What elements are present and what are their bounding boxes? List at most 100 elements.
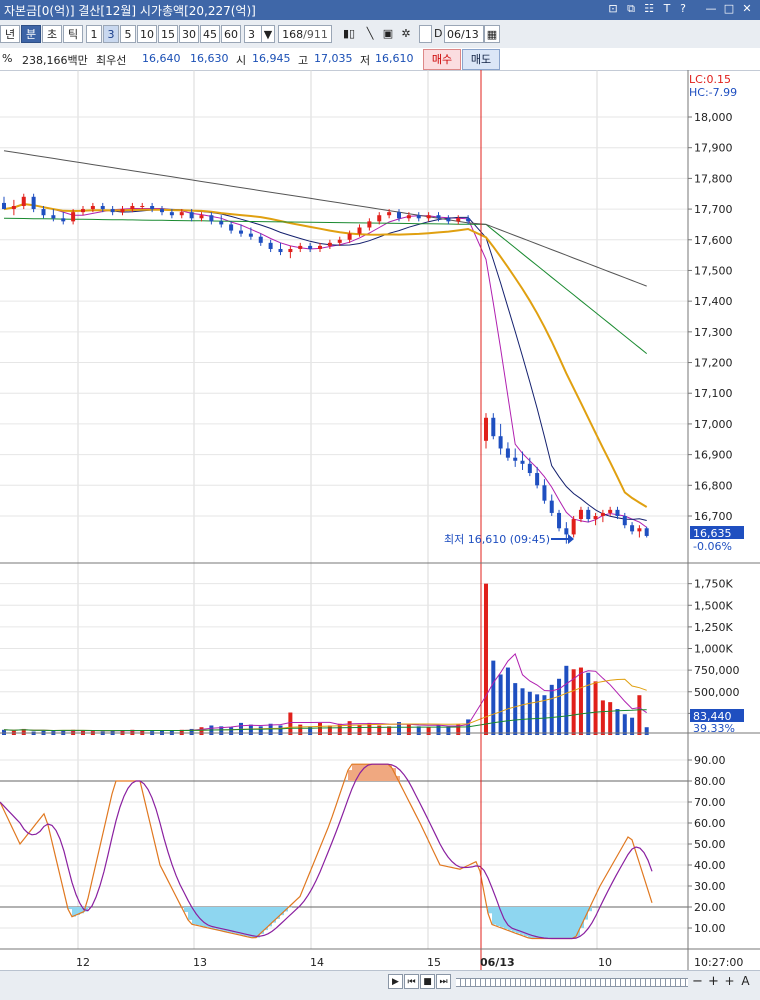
interval-60[interactable]: 60 xyxy=(221,25,241,43)
auto-icon[interactable]: A xyxy=(741,974,750,988)
price-tick-label: 17,300 xyxy=(694,326,733,339)
count-total: /911 xyxy=(303,28,328,41)
text-icon[interactable]: T xyxy=(663,2,671,15)
volume-bar xyxy=(130,729,135,735)
sell-button[interactable]: 매도 xyxy=(462,49,500,70)
interval-45[interactable]: 45 xyxy=(200,25,220,43)
stoch-oversold-fill xyxy=(584,907,588,920)
tab-tick[interactable]: 틱 xyxy=(63,25,83,43)
stoch-oversold-fill xyxy=(72,907,76,917)
stoch-oversold-fill xyxy=(560,907,564,939)
calendar-icon[interactable]: ▦ xyxy=(484,25,500,43)
interval-3[interactable]: 3 xyxy=(103,25,119,43)
minimize-icon[interactable]: — xyxy=(705,2,717,15)
candle-type-icon[interactable]: ▮▯ xyxy=(342,27,356,40)
candle-body xyxy=(466,218,471,222)
stoch-oversold-fill xyxy=(552,907,556,939)
volume-bar xyxy=(436,725,441,735)
fast-forward-icon[interactable]: ⏭ xyxy=(436,974,451,989)
save-icon[interactable]: ▣ xyxy=(382,27,394,40)
interval-5[interactable]: 5 xyxy=(120,25,136,43)
stoch-oversold-fill xyxy=(504,907,508,929)
stoch-oversold-fill xyxy=(496,907,500,927)
stoch-oversold-fill xyxy=(232,907,236,934)
price-tick-label: 17,500 xyxy=(694,264,733,277)
stoch-oversold-fill xyxy=(536,907,540,939)
stoch-oversold-fill xyxy=(572,907,576,939)
stoch-oversold-fill xyxy=(524,907,528,937)
date-checkbox[interactable] xyxy=(419,25,432,43)
volume-bar xyxy=(179,729,184,735)
x-axis-labels: 12 13 14 15 06/13 10 xyxy=(76,956,612,969)
price-tick-label: 16,800 xyxy=(694,479,733,492)
stop-icon[interactable]: ■ xyxy=(420,974,435,989)
draw-line-icon[interactable]: ╲ xyxy=(366,27,374,40)
volume-bar xyxy=(71,729,76,735)
stoch-oversold-fill xyxy=(68,907,72,910)
candle-body xyxy=(387,212,392,216)
stoch-oversold-fill xyxy=(244,907,248,937)
candle-body xyxy=(615,509,620,516)
stoch-oversold-fill xyxy=(216,907,220,930)
candle-body xyxy=(318,245,322,249)
current-volume: 83,440 xyxy=(693,710,732,723)
volume-bar xyxy=(608,702,613,735)
volume-label: % xyxy=(2,52,13,65)
stoch-tick-label: 40.00 xyxy=(694,859,726,872)
candle-body xyxy=(61,218,66,222)
copy-icon[interactable]: ⧉ xyxy=(627,2,635,15)
price-tick-label: 17,200 xyxy=(694,357,733,370)
date-input[interactable]: 06/13 xyxy=(444,25,484,43)
tab-second[interactable]: 초 xyxy=(42,25,62,43)
stoch-oversold-fill xyxy=(252,907,256,938)
candle-body xyxy=(248,233,253,237)
stoch-oversold-fill xyxy=(488,907,492,914)
interval-30[interactable]: 30 xyxy=(179,25,199,43)
stoch-overbought-fill xyxy=(352,764,356,781)
rewind-start-icon[interactable]: ⏮ xyxy=(404,974,419,989)
buy-button[interactable]: 매수 xyxy=(423,49,461,70)
close-icon[interactable]: ✕ xyxy=(742,2,752,15)
interval-15[interactable]: 15 xyxy=(158,25,178,43)
candle-body xyxy=(199,215,204,219)
scroll-slider[interactable] xyxy=(456,978,688,987)
price-tick-label: 18,000 xyxy=(694,111,733,124)
zoom-out-icon[interactable]: − xyxy=(692,974,703,989)
stock-chart[interactable]: LC:0.15 HC:-7.99 18,000 17,900 17,800 17,70… xyxy=(0,70,760,970)
candle-body xyxy=(520,460,525,464)
price-tick-label: 17,400 xyxy=(694,295,733,308)
help-icon[interactable]: ? xyxy=(680,2,686,15)
stoch-oversold-fill xyxy=(80,907,84,914)
current-change: -0.06% xyxy=(693,540,732,553)
tab-year[interactable]: 년 xyxy=(0,25,20,43)
interval-10[interactable]: 10 xyxy=(137,25,157,43)
maximize-icon[interactable]: □ xyxy=(723,2,735,15)
interval-dropdown[interactable]: ▼ xyxy=(261,25,275,43)
count-field[interactable]: 168/911 xyxy=(278,25,332,43)
candle-body xyxy=(644,528,649,536)
quote-infobar: % 238,166백만 최우선 16,640 16,630 시 16,945 고… xyxy=(0,48,760,71)
stoch-oversold-fill xyxy=(224,907,228,932)
stoch-oversold-fill xyxy=(184,907,188,913)
fit-icon[interactable]: + xyxy=(724,974,735,988)
play-icon[interactable]: ▶ xyxy=(388,974,403,989)
stoch-overbought-fill xyxy=(388,764,392,781)
best-bid-2: 16,630 xyxy=(190,52,229,65)
price-axis-ticks: 18,000 17,900 17,800 17,700 17,600 17,500 17,4… xyxy=(688,111,733,523)
gear-icon[interactable]: ✲ xyxy=(401,27,411,40)
volume-bar xyxy=(298,724,303,735)
interval-input[interactable]: 3 xyxy=(244,25,262,43)
lc-label: LC:0.15 xyxy=(689,73,731,86)
volume-tick-label: 1,000K xyxy=(694,643,733,656)
volume-bar xyxy=(327,725,332,735)
settings-icon[interactable]: ☷ xyxy=(644,2,654,15)
candle-body xyxy=(81,209,85,213)
volume-bar xyxy=(578,667,583,735)
stoch-overbought-fill xyxy=(372,764,376,781)
date-checkbox-label: D xyxy=(434,27,443,40)
tab-minute[interactable]: 분 xyxy=(21,25,41,43)
interval-1[interactable]: 1 xyxy=(86,25,102,43)
pin-icon[interactable]: ⊡ xyxy=(608,2,618,15)
zoom-in-icon[interactable]: + xyxy=(708,974,719,989)
candle-body xyxy=(21,196,26,207)
